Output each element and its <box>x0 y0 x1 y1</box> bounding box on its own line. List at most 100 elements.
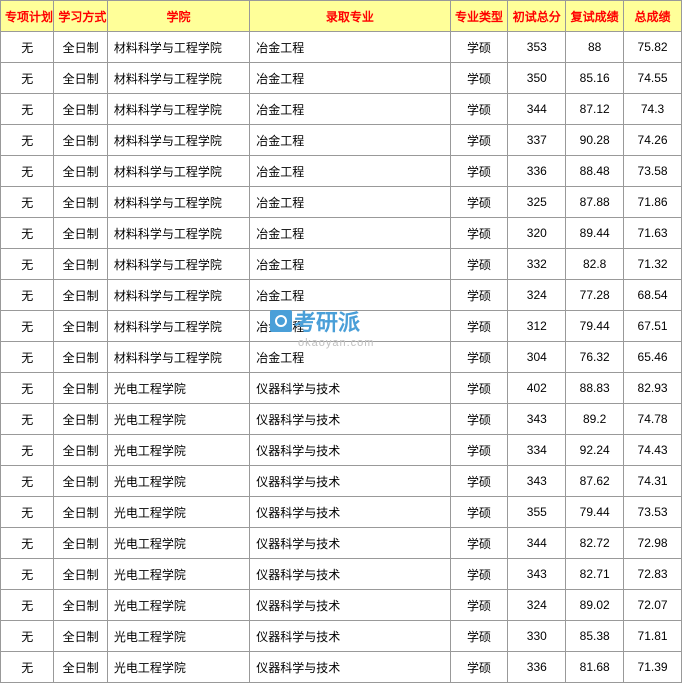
cell-mode: 全日制 <box>54 559 107 590</box>
table-row: 无全日制光电工程学院仪器科学与技术学硕40288.8382.93 <box>1 373 682 404</box>
cell-plan: 无 <box>1 280 54 311</box>
cell-total: 75.82 <box>624 32 682 63</box>
cell-mode: 全日制 <box>54 63 107 94</box>
cell-major: 冶金工程 <box>250 125 450 156</box>
table-row: 无全日制光电工程学院仪器科学与技术学硕34389.274.78 <box>1 404 682 435</box>
cell-type: 学硕 <box>450 404 508 435</box>
cell-mode: 全日制 <box>54 528 107 559</box>
cell-mode: 全日制 <box>54 404 107 435</box>
cell-plan: 无 <box>1 94 54 125</box>
cell-mode: 全日制 <box>54 311 107 342</box>
table-row: 无全日制材料科学与工程学院冶金工程学硕35085.1674.55 <box>1 63 682 94</box>
cell-college: 光电工程学院 <box>107 466 249 497</box>
cell-plan: 无 <box>1 497 54 528</box>
admissions-table: 专项计划学习方式学院录取专业专业类型初试总分复试成绩总成绩 无全日制材料科学与工… <box>0 0 682 683</box>
cell-major: 冶金工程 <box>250 342 450 373</box>
cell-score2: 82.71 <box>566 559 624 590</box>
cell-major: 冶金工程 <box>250 187 450 218</box>
cell-score1: 332 <box>508 249 566 280</box>
cell-total: 74.31 <box>624 466 682 497</box>
cell-plan: 无 <box>1 373 54 404</box>
cell-type: 学硕 <box>450 652 508 683</box>
cell-major: 冶金工程 <box>250 32 450 63</box>
cell-total: 68.54 <box>624 280 682 311</box>
cell-mode: 全日制 <box>54 32 107 63</box>
cell-type: 学硕 <box>450 156 508 187</box>
cell-type: 学硕 <box>450 466 508 497</box>
cell-plan: 无 <box>1 249 54 280</box>
cell-total: 72.07 <box>624 590 682 621</box>
cell-college: 光电工程学院 <box>107 590 249 621</box>
cell-plan: 无 <box>1 528 54 559</box>
cell-mode: 全日制 <box>54 156 107 187</box>
cell-score2: 77.28 <box>566 280 624 311</box>
cell-plan: 无 <box>1 125 54 156</box>
cell-total: 74.3 <box>624 94 682 125</box>
cell-major: 仪器科学与技术 <box>250 528 450 559</box>
cell-mode: 全日制 <box>54 187 107 218</box>
cell-mode: 全日制 <box>54 466 107 497</box>
cell-total: 73.53 <box>624 497 682 528</box>
cell-plan: 无 <box>1 32 54 63</box>
table-row: 无全日制材料科学与工程学院冶金工程学硕32587.8871.86 <box>1 187 682 218</box>
table-row: 无全日制材料科学与工程学院冶金工程学硕30476.3265.46 <box>1 342 682 373</box>
cell-college: 光电工程学院 <box>107 435 249 466</box>
cell-mode: 全日制 <box>54 652 107 683</box>
cell-total: 71.32 <box>624 249 682 280</box>
cell-college: 光电工程学院 <box>107 652 249 683</box>
cell-major: 冶金工程 <box>250 156 450 187</box>
col-header-college: 学院 <box>107 1 249 32</box>
cell-score2: 88 <box>566 32 624 63</box>
cell-score2: 92.24 <box>566 435 624 466</box>
cell-mode: 全日制 <box>54 249 107 280</box>
cell-major: 冶金工程 <box>250 249 450 280</box>
cell-major: 仪器科学与技术 <box>250 559 450 590</box>
cell-type: 学硕 <box>450 435 508 466</box>
cell-total: 71.39 <box>624 652 682 683</box>
cell-score1: 324 <box>508 280 566 311</box>
cell-college: 材料科学与工程学院 <box>107 342 249 373</box>
cell-total: 71.63 <box>624 218 682 249</box>
cell-college: 材料科学与工程学院 <box>107 187 249 218</box>
table-body: 无全日制材料科学与工程学院冶金工程学硕3538875.82无全日制材料科学与工程… <box>1 32 682 683</box>
cell-type: 学硕 <box>450 621 508 652</box>
table-row: 无全日制材料科学与工程学院冶金工程学硕33688.4873.58 <box>1 156 682 187</box>
cell-plan: 无 <box>1 652 54 683</box>
cell-college: 光电工程学院 <box>107 404 249 435</box>
cell-score2: 79.44 <box>566 311 624 342</box>
cell-score1: 343 <box>508 466 566 497</box>
cell-type: 学硕 <box>450 187 508 218</box>
cell-total: 71.86 <box>624 187 682 218</box>
table-row: 无全日制材料科学与工程学院冶金工程学硕34487.1274.3 <box>1 94 682 125</box>
cell-college: 材料科学与工程学院 <box>107 280 249 311</box>
table-row: 无全日制材料科学与工程学院冶金工程学硕3538875.82 <box>1 32 682 63</box>
cell-major: 冶金工程 <box>250 280 450 311</box>
cell-college: 光电工程学院 <box>107 621 249 652</box>
cell-score1: 336 <box>508 156 566 187</box>
cell-mode: 全日制 <box>54 621 107 652</box>
cell-score1: 353 <box>508 32 566 63</box>
cell-score2: 81.68 <box>566 652 624 683</box>
cell-type: 学硕 <box>450 373 508 404</box>
table-row: 无全日制光电工程学院仪器科学与技术学硕33085.3871.81 <box>1 621 682 652</box>
cell-score1: 344 <box>508 528 566 559</box>
cell-total: 74.26 <box>624 125 682 156</box>
cell-mode: 全日制 <box>54 125 107 156</box>
cell-score2: 79.44 <box>566 497 624 528</box>
cell-type: 学硕 <box>450 280 508 311</box>
cell-score2: 87.88 <box>566 187 624 218</box>
cell-type: 学硕 <box>450 311 508 342</box>
cell-college: 光电工程学院 <box>107 497 249 528</box>
cell-college: 材料科学与工程学院 <box>107 32 249 63</box>
cell-total: 74.43 <box>624 435 682 466</box>
table-header-row: 专项计划学习方式学院录取专业专业类型初试总分复试成绩总成绩 <box>1 1 682 32</box>
table-row: 无全日制材料科学与工程学院冶金工程学硕31279.4467.51 <box>1 311 682 342</box>
cell-major: 仪器科学与技术 <box>250 590 450 621</box>
col-header-type: 专业类型 <box>450 1 508 32</box>
cell-score2: 76.32 <box>566 342 624 373</box>
cell-score2: 85.38 <box>566 621 624 652</box>
table-row: 无全日制材料科学与工程学院冶金工程学硕33790.2874.26 <box>1 125 682 156</box>
table-row: 无全日制材料科学与工程学院冶金工程学硕32089.4471.63 <box>1 218 682 249</box>
cell-plan: 无 <box>1 435 54 466</box>
cell-score2: 89.2 <box>566 404 624 435</box>
